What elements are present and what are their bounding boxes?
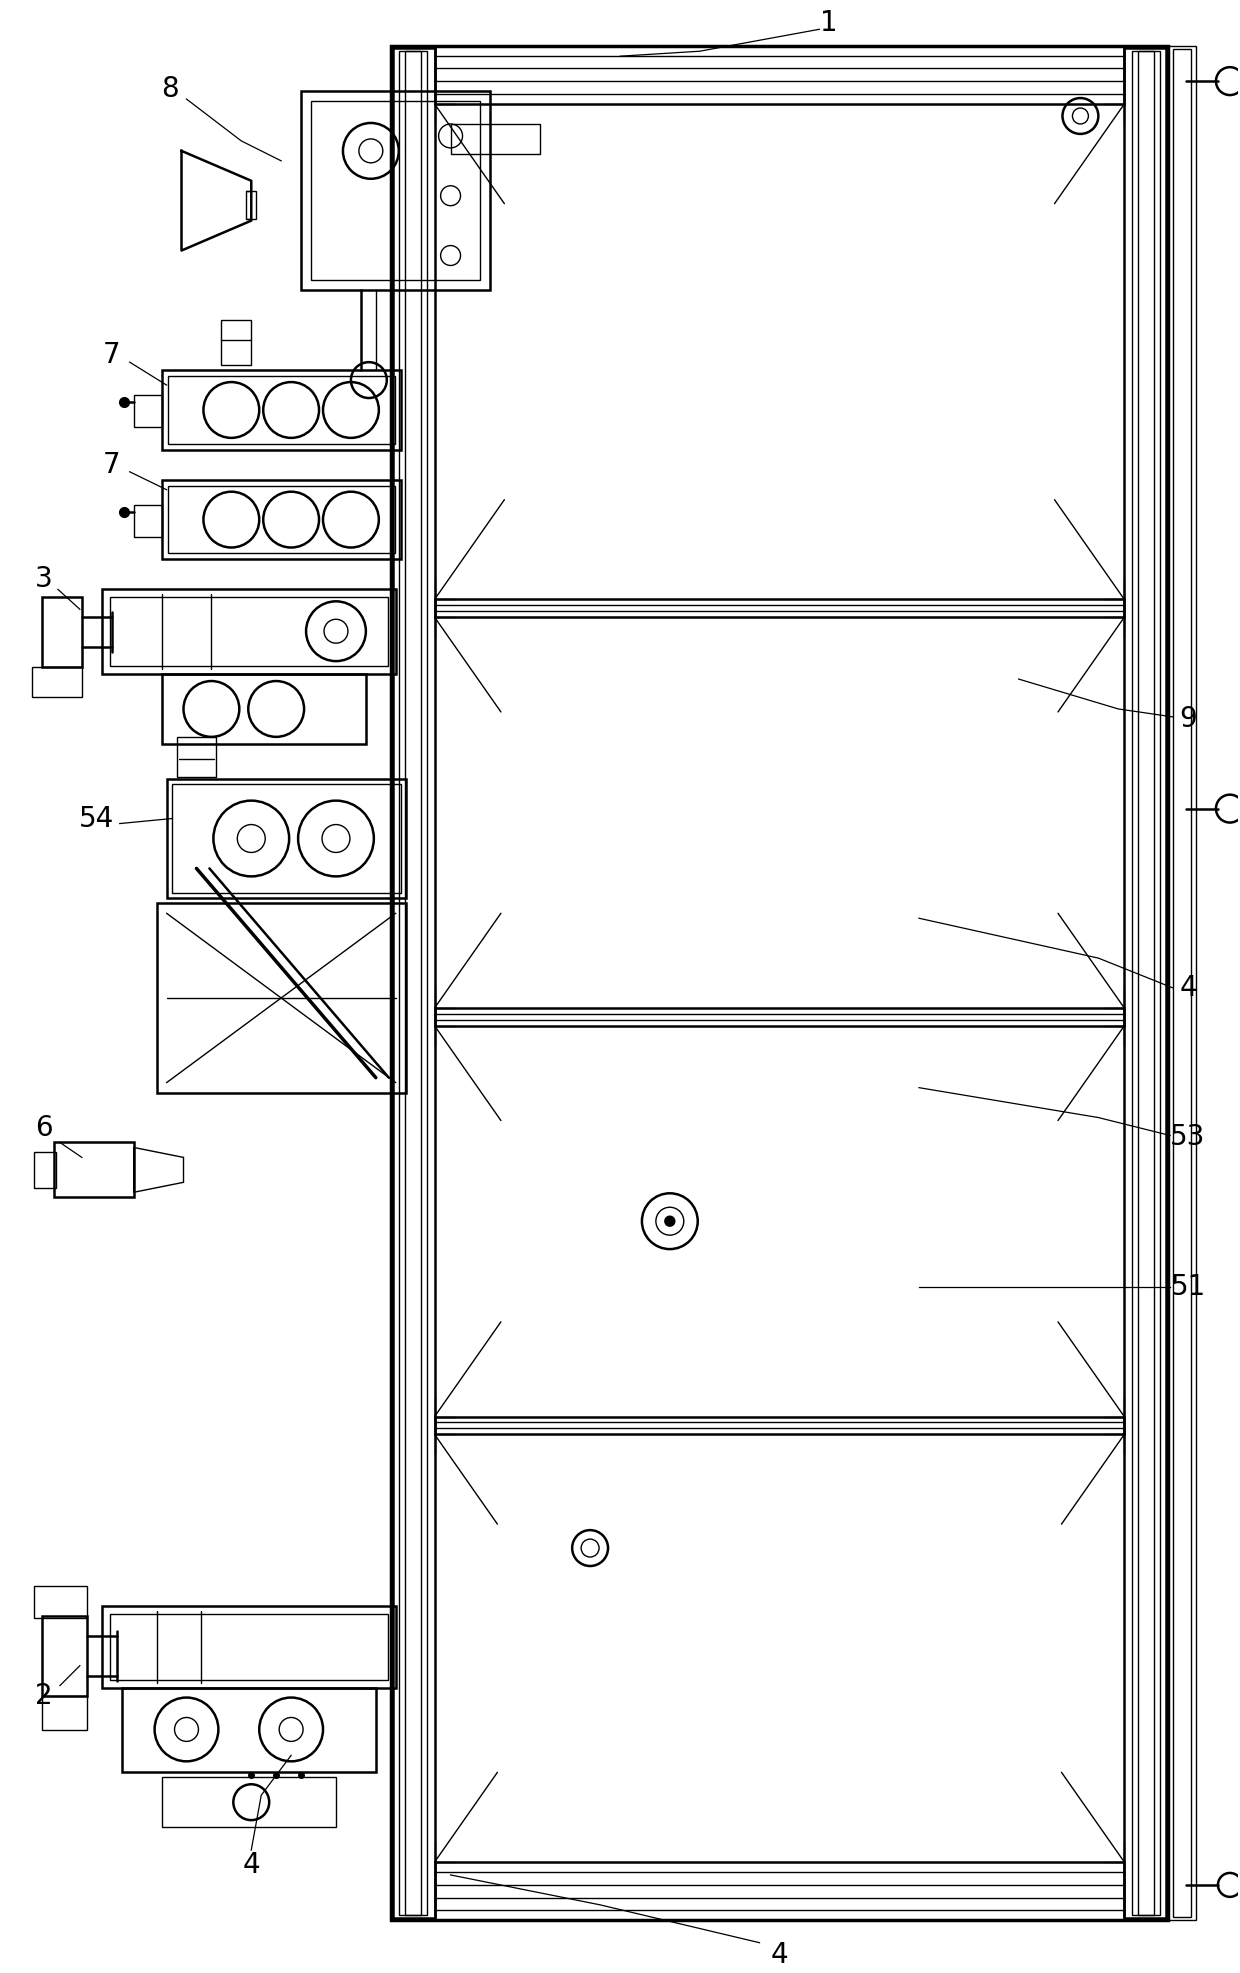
Bar — [435, 1863, 1125, 1920]
Text: 3: 3 — [35, 566, 53, 594]
Bar — [399, 51, 427, 1916]
Bar — [167, 485, 394, 554]
Text: 53: 53 — [1171, 1123, 1205, 1152]
Text: 8: 8 — [161, 75, 179, 103]
Bar — [391, 45, 1168, 1920]
Bar — [393, 47, 435, 1918]
Bar — [166, 779, 405, 898]
Bar — [1173, 49, 1192, 1918]
Bar — [167, 377, 394, 444]
Bar — [102, 590, 396, 675]
Bar — [247, 191, 257, 219]
Bar — [134, 505, 161, 537]
Text: 1: 1 — [821, 10, 838, 37]
Bar — [1168, 45, 1197, 1920]
Text: 4: 4 — [1179, 975, 1197, 1002]
Bar — [435, 1417, 1125, 1434]
Bar — [55, 1142, 134, 1198]
Bar — [134, 395, 161, 426]
Bar — [33, 1152, 56, 1188]
Text: 54: 54 — [79, 805, 114, 833]
Bar — [435, 600, 1125, 618]
Text: 4: 4 — [770, 1941, 789, 1969]
Text: 9: 9 — [1179, 704, 1197, 732]
Text: 4: 4 — [243, 1851, 260, 1878]
Bar — [435, 45, 1125, 105]
Bar — [301, 91, 491, 290]
Bar — [404, 51, 420, 1916]
Bar — [156, 904, 405, 1093]
Bar — [42, 1616, 87, 1695]
Bar — [102, 1606, 396, 1687]
Text: 7: 7 — [103, 450, 120, 479]
Bar — [42, 1695, 87, 1730]
Text: 7: 7 — [103, 341, 120, 369]
Bar — [32, 667, 82, 696]
Bar — [42, 598, 82, 667]
Bar — [1125, 47, 1166, 1918]
Bar — [1138, 51, 1154, 1916]
Bar — [450, 124, 541, 154]
Bar — [161, 371, 401, 450]
Bar — [222, 320, 252, 365]
Bar — [171, 783, 401, 894]
Bar — [311, 101, 480, 280]
Bar — [161, 675, 366, 744]
Bar — [161, 1778, 336, 1827]
Text: 2: 2 — [35, 1681, 53, 1709]
Bar — [33, 1586, 87, 1618]
Text: 51: 51 — [1171, 1273, 1205, 1300]
Bar — [110, 1614, 388, 1679]
Text: 6: 6 — [35, 1113, 53, 1142]
Bar — [176, 736, 217, 777]
Bar — [110, 598, 388, 667]
Bar — [1132, 51, 1161, 1916]
Bar — [122, 1687, 376, 1772]
Circle shape — [665, 1215, 675, 1225]
Bar — [435, 1008, 1125, 1026]
Bar — [161, 479, 401, 560]
